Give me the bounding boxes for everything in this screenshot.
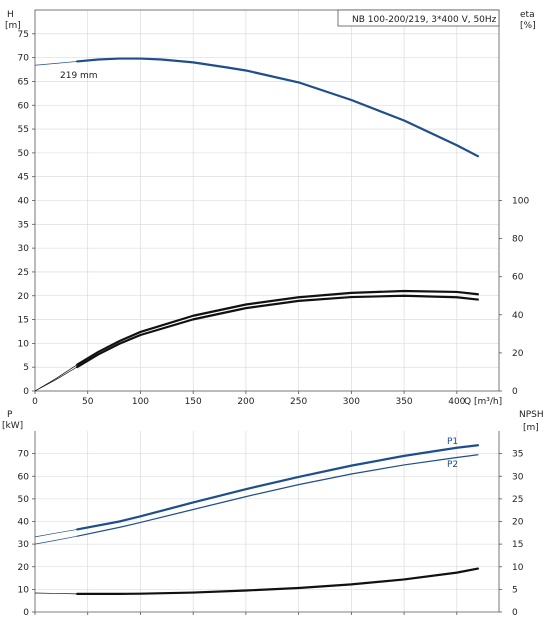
right-tick-label: 5: [512, 585, 518, 595]
left-tick-label: 55: [18, 125, 29, 135]
x-tick-label: 100: [132, 397, 149, 407]
series-line: [76, 444, 480, 531]
right-axis-unit-top: [%]: [520, 21, 536, 31]
left-axis-label-top: H: [7, 10, 14, 20]
left-tick-label: 20: [18, 292, 30, 302]
series-line: [76, 454, 479, 537]
series-line: [76, 567, 480, 596]
series-extension-line: [34, 61, 78, 66]
right-tick-label: 60: [512, 273, 524, 283]
tick-marks: [32, 33, 502, 394]
impeller-annotation: 219 mm: [60, 71, 98, 81]
left-tick-label: 60: [18, 101, 30, 111]
tick-marks: [32, 453, 502, 615]
left-axis-label-bottom: P: [7, 410, 13, 420]
left-tick-label: 70: [18, 450, 30, 460]
left-tick-label: 25: [18, 268, 29, 278]
series-extension-line: [34, 366, 78, 392]
left-tick-label: 40: [18, 518, 30, 528]
right-tick-label: 20: [512, 349, 524, 359]
tick-labels: 0 10 20 30 40 50 60 70 0 5 10 15 20 25 30 35: [18, 450, 524, 618]
left-tick-label: 50: [18, 149, 30, 159]
tick-labels: 0 5 10 15 20 25 30 35 40 45 50 55 60 65 70 75 0 20 40 60 80 1…: [18, 30, 530, 407]
x-axis-label: Q [m³/h]: [464, 397, 502, 407]
x-tick-label: 250: [290, 397, 307, 407]
series-line: [76, 294, 480, 369]
left-tick-label: 0: [23, 608, 29, 618]
series-line: [76, 57, 480, 158]
left-tick-label: 35: [18, 220, 29, 230]
right-tick-label: 0: [512, 608, 518, 618]
x-tick-label: 400: [448, 397, 465, 407]
left-tick-label: 65: [18, 77, 29, 87]
right-tick-label: 15: [512, 540, 523, 550]
legend-box: [337, 9, 500, 27]
x-tick-label: 50: [82, 397, 94, 407]
left-axis-unit-top: [m]: [5, 21, 21, 31]
right-tick-label: 100: [512, 197, 529, 207]
right-tick-label: 20: [512, 518, 524, 528]
right-tick-label: 80: [512, 235, 524, 245]
left-axis-unit-bottom: [kW]: [2, 421, 23, 431]
series-line: [76, 289, 480, 366]
series-label-p1: P1: [447, 437, 458, 447]
left-tick-label: 30: [18, 244, 30, 254]
left-tick-label: 75: [18, 30, 29, 40]
left-tick-label: 10: [18, 339, 30, 349]
series-extension-line: [34, 529, 78, 538]
left-tick-label: 60: [18, 472, 30, 482]
head-efficiency-chart: NB 100-200/219, 3*400 V, 50Hz H [m] eta …: [5, 9, 536, 407]
right-axis-label-bottom: NPSH: [519, 410, 544, 420]
left-tick-label: 5: [23, 363, 29, 373]
left-tick-label: 45: [18, 173, 29, 183]
right-tick-label: 0: [512, 387, 518, 397]
x-tick-label: 350: [395, 397, 412, 407]
x-tick-label: 150: [185, 397, 202, 407]
x-tick-label: 0: [32, 397, 38, 407]
left-tick-label: 50: [18, 495, 30, 505]
left-tick-label: 15: [18, 316, 29, 326]
left-tick-label: 0: [23, 387, 29, 397]
right-axis-unit-bottom: [m]: [523, 423, 539, 433]
left-tick-label: 30: [18, 540, 30, 550]
right-tick-label: 35: [512, 450, 523, 460]
grid-lines: [35, 10, 499, 391]
left-tick-label: 70: [18, 54, 30, 64]
legend-box-text: NB 100-200/219, 3*400 V, 50Hz: [352, 15, 497, 25]
series-label-p2: P2: [447, 460, 458, 470]
left-tick-label: 40: [18, 197, 30, 207]
power-npsh-chart: P [kW] NPSH [m] P1 P2 0 10 20 30 40 50 60 70 0 5 1…: [2, 410, 544, 618]
right-tick-label: 40: [512, 311, 524, 321]
series-group: [34, 444, 480, 596]
series-extension-line: [34, 364, 78, 392]
series-extension-line: [34, 592, 78, 595]
left-tick-label: 10: [18, 585, 30, 595]
series-extension-line: [34, 535, 78, 545]
right-tick-label: 30: [512, 472, 524, 482]
right-tick-label: 25: [512, 495, 523, 505]
x-tick-label: 300: [343, 397, 360, 407]
right-axis-label-top: eta: [520, 10, 535, 20]
series-group: [34, 57, 480, 392]
x-tick-label: 200: [237, 397, 254, 407]
grid-lines: [35, 431, 499, 612]
left-tick-label: 20: [18, 563, 30, 573]
right-tick-label: 10: [512, 563, 524, 573]
